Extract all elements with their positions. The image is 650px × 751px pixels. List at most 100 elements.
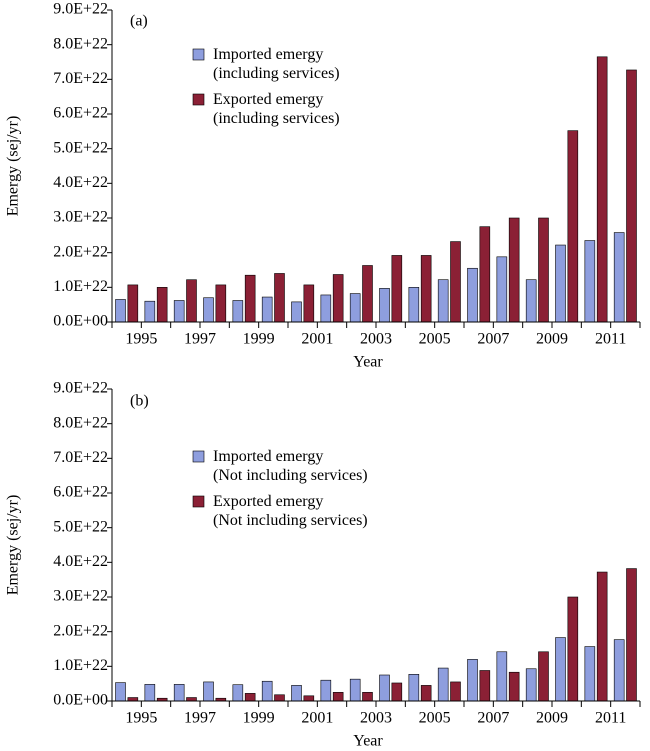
legend-swatch xyxy=(192,48,205,61)
bar xyxy=(274,694,285,702)
bar xyxy=(303,695,315,702)
bar xyxy=(420,685,432,702)
bar xyxy=(244,693,256,702)
bar xyxy=(303,284,315,323)
y-tick-label: 8.0E+22 xyxy=(53,35,108,52)
x-tick-label: 1997 xyxy=(184,710,216,727)
bar xyxy=(596,571,608,702)
bar xyxy=(156,287,168,323)
legend-label: Imported emergy (including services) xyxy=(213,46,340,82)
bar xyxy=(261,296,273,323)
bar xyxy=(613,639,625,702)
bar xyxy=(408,287,420,323)
bar xyxy=(613,232,625,323)
y-tick-label: 2.0E+22 xyxy=(53,243,108,260)
bar xyxy=(379,674,390,702)
bar xyxy=(274,273,285,323)
legend-swatch xyxy=(192,495,205,508)
bar xyxy=(479,226,491,323)
y-axis-label: Emergy (sej/yr) xyxy=(5,116,22,217)
bar xyxy=(379,288,390,323)
bar xyxy=(525,279,537,323)
x-axis-label: Year xyxy=(353,733,383,750)
y-tick-label: 8.0E+22 xyxy=(53,414,108,431)
x-tick-label: 1997 xyxy=(184,331,216,348)
y-tick-label: 9.0E+22 xyxy=(53,380,108,397)
bar xyxy=(362,692,373,702)
panel-label: (b) xyxy=(130,393,149,410)
y-tick-label: 5.0E+22 xyxy=(53,139,108,156)
bar xyxy=(332,274,344,323)
bar xyxy=(332,692,344,702)
bar xyxy=(567,130,579,323)
bar xyxy=(232,684,244,702)
bar xyxy=(538,217,549,323)
bar xyxy=(555,244,566,323)
y-tick-label: 4.0E+22 xyxy=(53,174,108,191)
bar xyxy=(496,651,508,702)
bar xyxy=(479,670,491,702)
bar xyxy=(596,56,608,323)
y-tick-label: 6.0E+22 xyxy=(53,484,108,501)
y-tick-label: 7.0E+22 xyxy=(53,449,108,466)
bar xyxy=(349,293,361,323)
bar xyxy=(173,300,185,323)
bar xyxy=(127,697,139,702)
bar xyxy=(291,301,302,323)
x-tick-label: 1999 xyxy=(243,331,275,348)
bar xyxy=(508,217,520,323)
bar xyxy=(215,284,227,323)
bar xyxy=(203,681,214,702)
bar xyxy=(115,299,126,323)
y-tick-label: 1.0E+22 xyxy=(53,278,108,295)
bar xyxy=(186,279,197,323)
bar xyxy=(496,256,508,323)
panel-label: (a) xyxy=(130,13,148,30)
bar xyxy=(467,659,478,702)
bar xyxy=(450,241,461,323)
y-tick-label: 9.0E+22 xyxy=(53,1,108,18)
x-tick-label: 2009 xyxy=(536,710,568,727)
y-tick-label: 5.0E+22 xyxy=(53,518,108,535)
bar xyxy=(626,69,637,323)
x-tick-label: 2001 xyxy=(301,710,333,727)
bar xyxy=(450,681,461,702)
y-tick-label: 0.0E+00 xyxy=(53,313,108,330)
bar xyxy=(626,568,637,702)
bar xyxy=(408,674,420,702)
bar xyxy=(291,685,302,702)
x-tick-label: 1995 xyxy=(125,710,157,727)
bar xyxy=(567,596,579,702)
bar xyxy=(320,294,332,323)
bar xyxy=(437,279,449,323)
bar xyxy=(467,267,478,323)
x-tick-label: 2011 xyxy=(595,710,626,727)
x-tick-label: 1999 xyxy=(243,710,275,727)
legend-label: Exported emergy (including services) xyxy=(213,91,340,127)
bar xyxy=(508,671,520,702)
y-tick-label: 1.0E+22 xyxy=(53,657,108,674)
y-tick-label: 3.0E+22 xyxy=(53,588,108,605)
bar xyxy=(420,255,432,323)
bar xyxy=(555,637,566,702)
y-tick-label: 2.0E+22 xyxy=(53,622,108,639)
bar xyxy=(584,646,596,702)
bar xyxy=(538,651,549,702)
bar xyxy=(144,300,156,323)
bar xyxy=(362,265,373,323)
bar xyxy=(437,667,449,702)
x-tick-label: 2005 xyxy=(419,710,451,727)
x-tick-label: 2003 xyxy=(360,331,392,348)
bar xyxy=(115,682,126,702)
bar xyxy=(173,684,185,702)
y-tick-label: 6.0E+22 xyxy=(53,105,108,122)
x-tick-label: 2007 xyxy=(477,331,509,348)
x-tick-label: 2003 xyxy=(360,710,392,727)
y-tick-label: 7.0E+22 xyxy=(53,70,108,87)
bar xyxy=(232,300,244,323)
bar xyxy=(320,679,332,702)
bar xyxy=(349,678,361,702)
bar xyxy=(391,255,403,323)
x-tick-label: 2007 xyxy=(477,710,509,727)
bar xyxy=(127,284,139,323)
